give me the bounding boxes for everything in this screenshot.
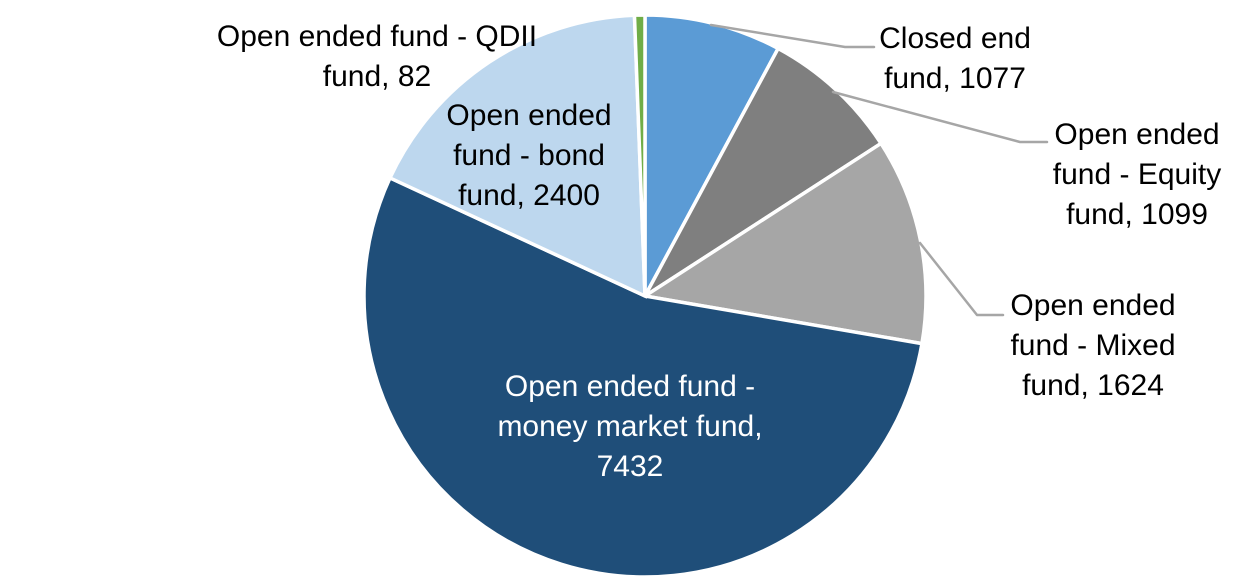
label-line: fund, 82 [322, 60, 432, 93]
label-mixed-fund: Open ended fund - Mixed fund, 1624 [1010, 286, 1175, 406]
pie-slice-bond-fund[interactable] [387, 13, 647, 299]
label-equity-fund: Open ended fund - Equity fund, 1099 [1053, 115, 1221, 235]
label-line: Open ended fund - [504, 370, 756, 403]
label-closed-end-fund: Closed end fund, 1077 [879, 19, 1031, 99]
label-bond-fund: Open ended fund - bond fund, 2400 [446, 96, 611, 216]
label-line: fund, 1099 [1066, 198, 1208, 231]
label-line: fund - Equity [1052, 158, 1222, 191]
leader-line-equity-fund [831, 90, 1049, 144]
label-line: Open ended [1054, 118, 1220, 151]
pie-slice-qdii-fund[interactable] [632, 13, 647, 297]
label-line: fund, 2400 [458, 179, 600, 212]
pie-slice-equity-fund[interactable] [643, 46, 884, 298]
label-money-market-fund: Open ended fund - money market fund, 743… [497, 367, 762, 487]
label-qdii-fund: Open ended fund - QDII fund, 82 [217, 17, 537, 97]
label-line: fund, 1624 [1022, 369, 1164, 402]
label-line: fund - Mixed [1010, 329, 1176, 362]
leader-line-mixed-fund [918, 241, 1005, 317]
pie-slice-mixed-fund[interactable] [640, 141, 928, 346]
leader-line-closed-end-fund [709, 23, 876, 49]
pie-slice-money-market-fund[interactable] [362, 175, 924, 579]
label-line: money market fund, [497, 410, 763, 443]
label-line: Open ended [446, 99, 612, 132]
label-line: 7432 [596, 450, 664, 483]
label-line: fund, 1077 [884, 62, 1026, 95]
label-line: Open ended [1010, 289, 1176, 322]
pie-slice-closed-end-fund[interactable] [643, 13, 781, 297]
label-line: fund - bond [453, 139, 605, 172]
label-line: Open ended fund - QDII [216, 20, 538, 53]
label-line: Closed end [879, 22, 1031, 55]
